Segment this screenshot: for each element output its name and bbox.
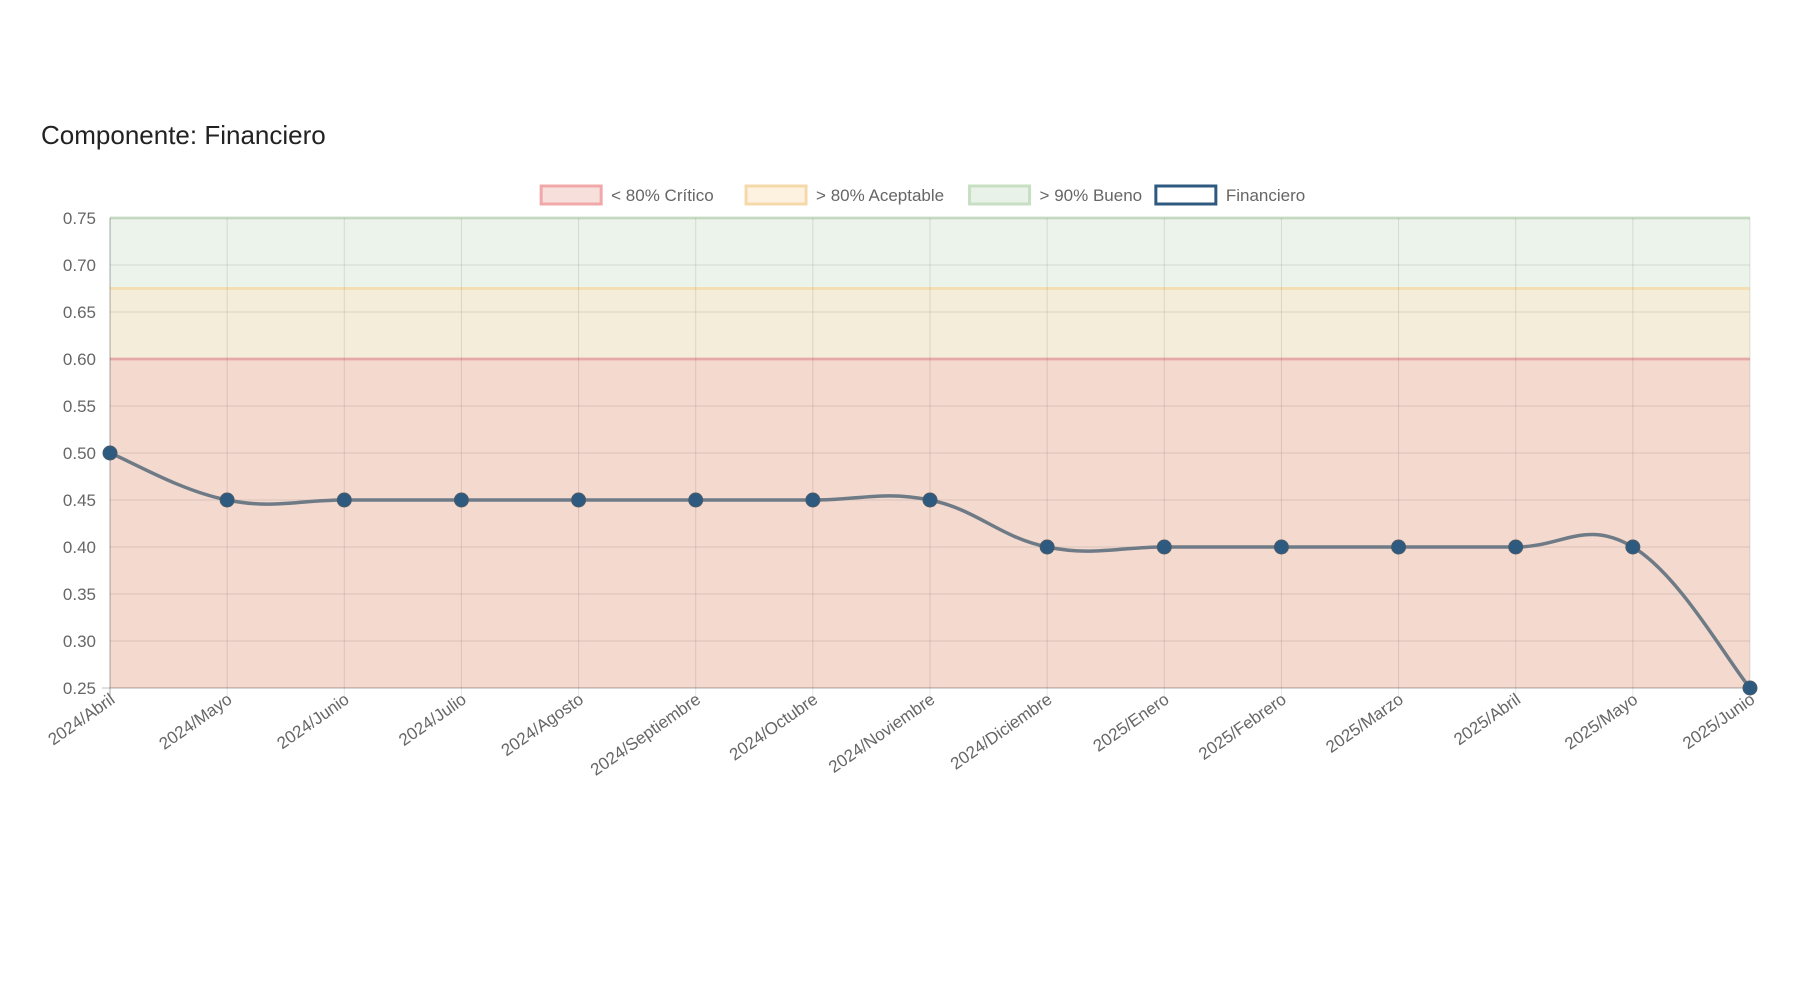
data-point [1273, 539, 1289, 555]
data-point [1156, 539, 1172, 555]
data-point [1391, 539, 1407, 555]
x-tick-label: 2025/Marzo [1322, 690, 1406, 757]
y-tick-label: 0.65 [63, 303, 96, 322]
legend-swatch [968, 184, 1032, 206]
x-tick-label: 2025/Abril [1450, 690, 1524, 749]
x-tick-label: 2024/Agosto [498, 690, 587, 760]
x-tick-label: 2025/Febrero [1195, 690, 1290, 764]
data-point [453, 492, 469, 508]
y-tick-label: 0.70 [63, 256, 96, 275]
legend-item: > 80% Aceptable [744, 184, 944, 206]
chart-title: Componente: Financiero [41, 120, 326, 150]
y-tick-label: 0.75 [63, 209, 96, 228]
legend-item: < 80% Crítico [539, 184, 714, 206]
x-tick-label: 2024/Abril [45, 690, 119, 749]
data-point [571, 492, 587, 508]
data-point [1625, 539, 1641, 555]
x-tick-label: 2025/Mayo [1561, 690, 1641, 754]
y-tick-label: 0.40 [63, 538, 96, 557]
data-point [336, 492, 352, 508]
x-tick-label: 2024/Junio [274, 690, 353, 753]
x-tick-label: 2024/Octubre [726, 690, 821, 765]
legend-item: > 90% Bueno [968, 184, 1143, 206]
x-tick-label: 2024/Julio [395, 690, 469, 750]
x-tick-label: 2025/Junio [1679, 690, 1758, 753]
y-tick-label: 0.60 [63, 350, 96, 369]
legend-swatch [1154, 184, 1218, 206]
y-tick-label: 0.55 [63, 397, 96, 416]
data-point [922, 492, 938, 508]
y-tick-label: 0.35 [63, 585, 96, 604]
x-tick-label: 2024/Septiembre [587, 690, 704, 780]
y-tick-label: 0.25 [63, 679, 96, 698]
x-tick-label: 2025/Enero [1090, 690, 1173, 756]
legend-swatch [744, 184, 808, 206]
legend-label: Financiero [1226, 186, 1305, 205]
data-point [219, 492, 235, 508]
data-point [688, 492, 704, 508]
x-tick-label: 2024/Mayo [156, 690, 236, 754]
x-tick-label: 2024/Noviembre [825, 690, 938, 777]
legend: < 80% Crítico > 80% Aceptable > 90% Bueno F… [539, 184, 1305, 206]
data-point [805, 492, 821, 508]
data-point [102, 445, 118, 461]
legend-label: > 90% Bueno [1040, 186, 1143, 205]
legend-item: Financiero [1154, 184, 1305, 206]
y-tick-label: 0.30 [63, 632, 96, 651]
legend-label: < 80% Crítico [611, 186, 714, 205]
data-point [1508, 539, 1524, 555]
x-tick-label: 2024/Diciembre [947, 690, 1055, 774]
y-tick-label: 0.50 [63, 444, 96, 463]
band-area [110, 359, 1750, 688]
legend-swatch [539, 184, 603, 206]
legend-label: > 80% Aceptable [816, 186, 944, 205]
data-point [1039, 539, 1055, 555]
data-point [1742, 680, 1758, 696]
y-tick-label: 0.45 [63, 491, 96, 510]
